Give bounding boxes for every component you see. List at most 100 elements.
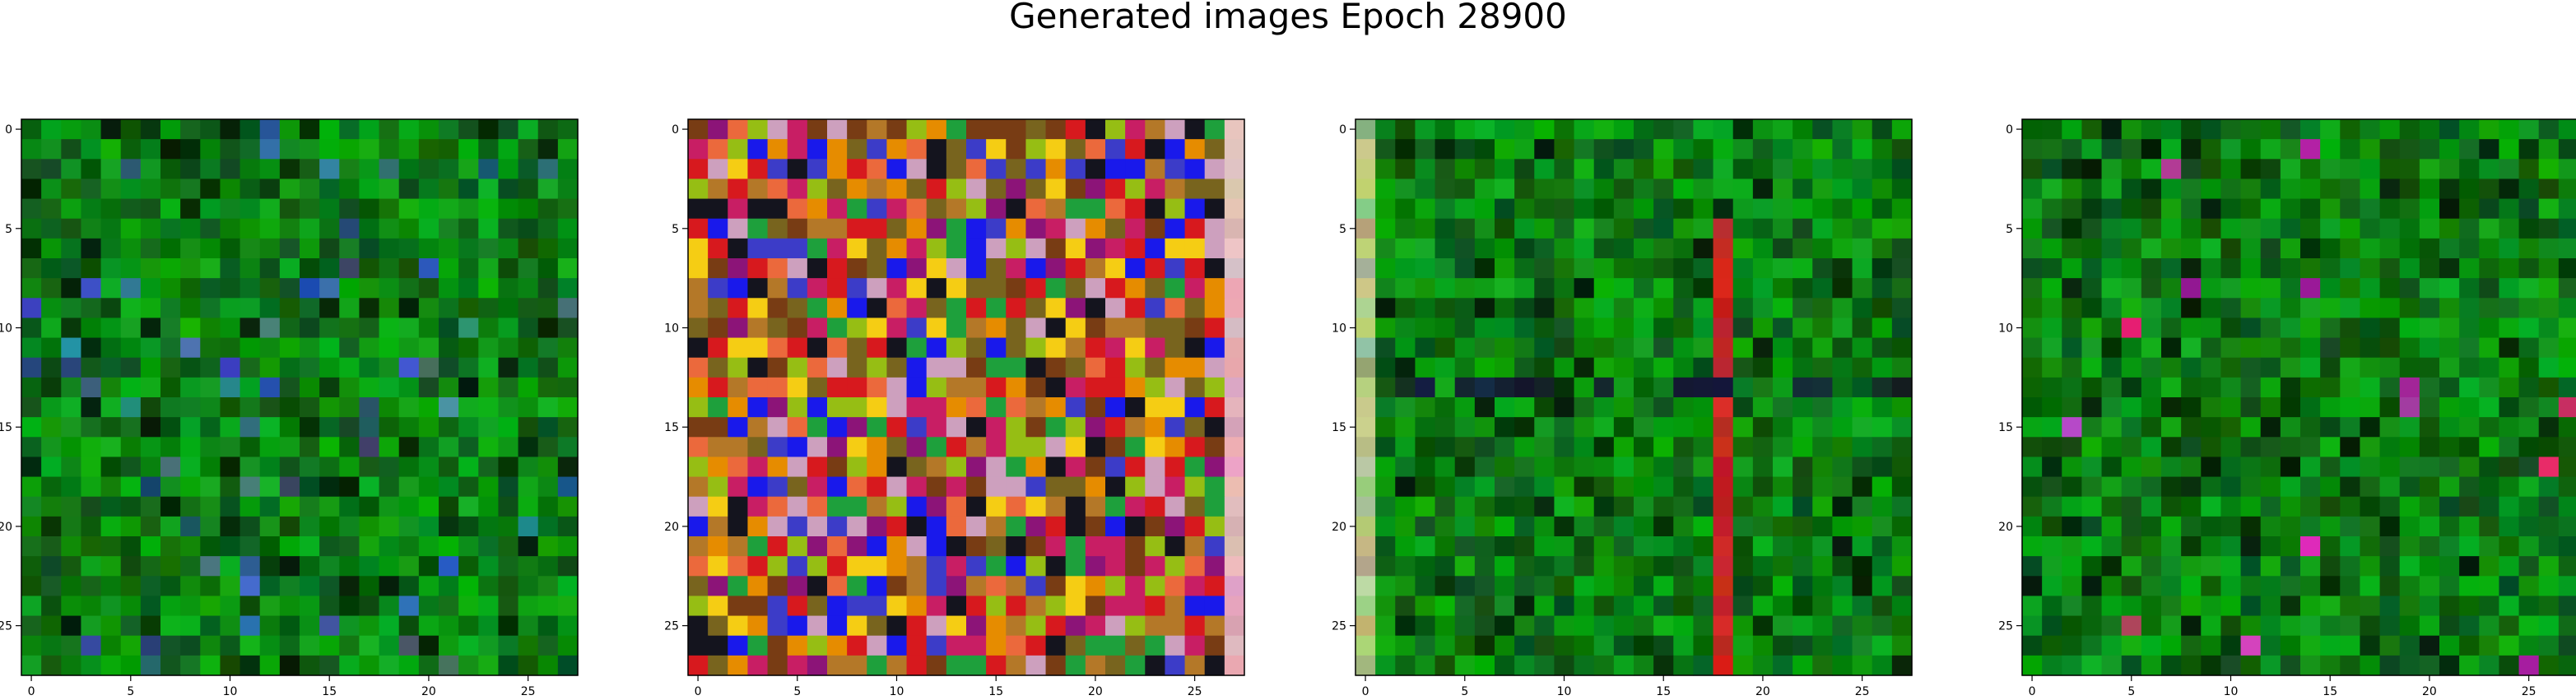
pixel-cell xyxy=(886,596,908,617)
pixel-cell xyxy=(926,337,947,359)
pixel-cell xyxy=(478,258,500,279)
pixel-cell xyxy=(239,496,261,517)
pixel-cell xyxy=(1812,337,1834,359)
pixel-cell xyxy=(708,357,728,378)
pixel-cell xyxy=(688,258,709,279)
pixel-cell xyxy=(1713,516,1734,537)
pixel-cell xyxy=(2499,536,2520,557)
pixel-cell xyxy=(2379,417,2401,438)
pixel-cell xyxy=(1752,437,1774,458)
pixel-cell xyxy=(1165,258,1186,279)
pixel-cell xyxy=(518,337,539,359)
pixel-cell xyxy=(140,258,161,279)
pixel-cell xyxy=(41,139,62,160)
pixel-cell xyxy=(2042,437,2062,458)
pixel-cell xyxy=(1732,655,1754,676)
pixel-cell xyxy=(1474,417,1495,438)
pixel-cell xyxy=(1713,357,1734,378)
pixel-cell xyxy=(557,198,579,220)
pixel-cell xyxy=(140,318,161,339)
pixel-cell xyxy=(1514,596,1535,617)
pixel-cell xyxy=(2101,496,2123,517)
pixel-cell xyxy=(1454,159,1476,180)
pixel-cell xyxy=(1495,238,1515,259)
pixel-cell xyxy=(1514,496,1535,517)
pixel-cell xyxy=(100,556,122,577)
pixel-cell xyxy=(1105,377,1126,398)
pixel-cell xyxy=(1045,437,1067,458)
pixel-cell xyxy=(2081,298,2103,319)
pixel-cell xyxy=(498,377,519,398)
pixel-cell xyxy=(220,576,241,597)
pixel-cell xyxy=(2320,337,2341,359)
pixel-cell xyxy=(2379,298,2401,319)
pixel-cell xyxy=(1752,457,1774,478)
pixel-cell xyxy=(946,178,967,200)
x-tick-label: 0 xyxy=(28,685,35,698)
pixel-cell xyxy=(1713,139,1734,160)
pixel-cell xyxy=(2081,357,2103,378)
pixel-cell xyxy=(319,159,340,180)
pixel-cell xyxy=(1125,417,1146,438)
pixel-cell xyxy=(807,417,828,438)
pixel-cell xyxy=(1065,536,1086,557)
pixel-cell xyxy=(518,119,539,140)
pixel-cell xyxy=(2081,238,2103,259)
pixel-cell xyxy=(2280,576,2301,597)
pixel-cell xyxy=(1693,556,1714,577)
pixel-cell xyxy=(200,139,221,160)
pixel-cell xyxy=(180,635,201,656)
pixel-cell xyxy=(946,516,967,537)
pixel-cell xyxy=(1812,318,1834,339)
pixel-cell xyxy=(847,218,867,239)
pixel-cell xyxy=(2360,198,2381,220)
pixel-cell xyxy=(867,337,888,359)
pixel-cell xyxy=(1793,516,1813,537)
pixel-cell xyxy=(439,258,459,279)
pixel-cell xyxy=(61,417,82,438)
pixel-cell xyxy=(1872,278,1893,299)
pixel-cell xyxy=(1634,377,1654,398)
pixel-cell xyxy=(708,159,728,180)
pixel-cell xyxy=(1434,377,1456,398)
pixel-cell xyxy=(1593,159,1615,180)
pixel-cell xyxy=(1184,457,1206,478)
pixel-cell xyxy=(986,119,1007,140)
pixel-cell xyxy=(2141,178,2162,200)
pixel-cell xyxy=(2300,536,2321,557)
pixel-cell xyxy=(2062,337,2083,359)
pixel-cell xyxy=(200,159,221,180)
pixel-cell xyxy=(1653,258,1674,279)
pixel-cell xyxy=(2340,218,2361,239)
pixel-cell xyxy=(2300,576,2321,597)
pixel-cell xyxy=(1514,377,1535,398)
pixel-cell xyxy=(1752,318,1774,339)
pixel-cell xyxy=(1554,615,1575,637)
pixel-cell xyxy=(319,258,340,279)
pixel-cell xyxy=(379,437,400,458)
pixel-cell xyxy=(728,576,749,597)
pixel-cell xyxy=(886,496,908,517)
pixel-cell xyxy=(140,417,161,438)
pixel-cell xyxy=(478,496,500,517)
pixel-cell xyxy=(518,397,539,418)
pixel-cell xyxy=(2121,337,2142,359)
pixel-cell xyxy=(279,298,300,319)
pixel-cell xyxy=(688,437,709,458)
pixel-cell xyxy=(1025,178,1047,200)
pixel-cell xyxy=(767,437,788,458)
pixel-cell xyxy=(2240,536,2262,557)
pixel-cell xyxy=(259,178,281,200)
pixel-cell xyxy=(458,596,479,617)
pixel-cell xyxy=(319,178,340,200)
pixel-cell xyxy=(1693,218,1714,239)
pixel-cell xyxy=(1495,198,1515,220)
pixel-cell xyxy=(339,318,360,339)
pixel-cell xyxy=(1395,258,1416,279)
pixel-cell xyxy=(220,437,241,458)
pixel-cell xyxy=(379,298,400,319)
pixel-cell xyxy=(886,576,908,597)
pixel-cell xyxy=(1773,258,1793,279)
pixel-cell xyxy=(747,635,769,656)
pixel-cell xyxy=(458,576,479,597)
